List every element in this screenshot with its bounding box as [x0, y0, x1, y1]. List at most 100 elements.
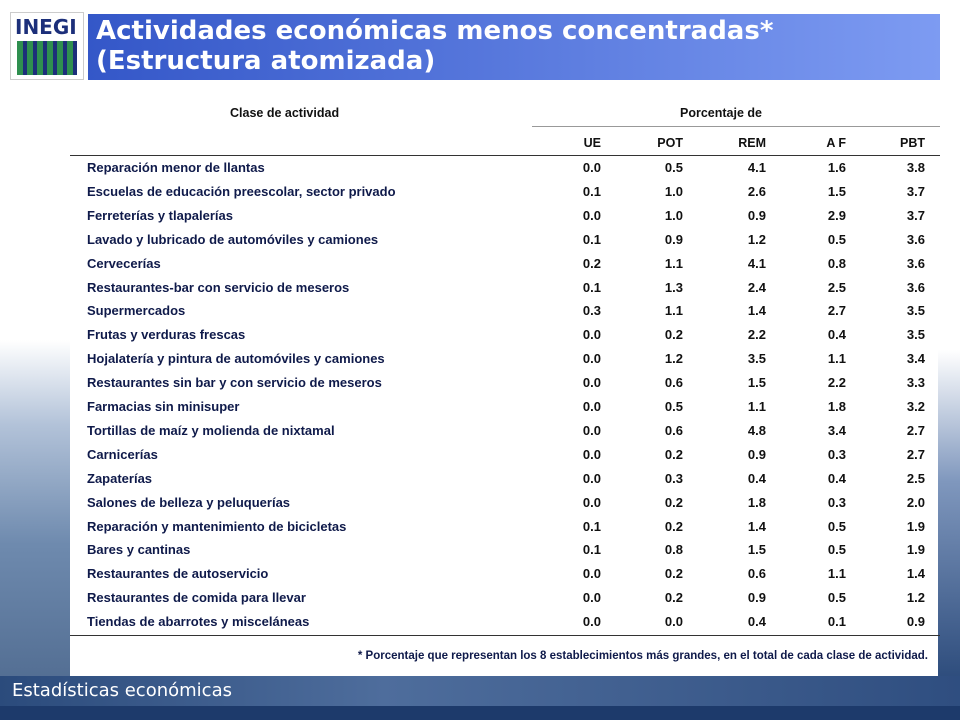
cell-value: 0.0: [582, 207, 601, 223]
cell-value: 0.2: [664, 566, 683, 582]
row-label: Frutas y verduras frescas: [87, 327, 246, 343]
column-header: POT: [657, 136, 683, 150]
cell-value: 3.7: [906, 183, 925, 199]
footer-text: Estadísticas económicas: [12, 680, 232, 701]
cell-value: 1.1: [827, 566, 846, 582]
cell-value: 3.3: [906, 375, 925, 391]
cell-value: 0.1: [582, 231, 601, 247]
cell-value: 2.2: [747, 327, 766, 343]
column-header: REM: [738, 136, 766, 150]
cell-value: 0.0: [582, 614, 601, 630]
cell-value: 0.9: [664, 231, 683, 247]
cell-value: 4.8: [747, 422, 766, 438]
cell-value: 0.1: [582, 518, 601, 534]
cell-value: 1.5: [747, 542, 766, 558]
cell-value: 3.2: [906, 399, 925, 414]
cell-value: 0.0: [582, 590, 601, 606]
cell-value: 1.4: [747, 303, 766, 319]
cell-value: 0.3: [827, 494, 846, 510]
cell-value: 0.0: [664, 614, 683, 630]
cell-value: 0.8: [827, 255, 846, 271]
cell-value: 0.4: [747, 614, 766, 630]
title-bar: [88, 14, 940, 80]
footer-strip: [0, 706, 960, 720]
cell-value: 1.8: [827, 399, 846, 414]
cell-value: 3.7: [906, 207, 925, 223]
logo-box: INEGI: [10, 12, 84, 80]
cell-value: 0.2: [664, 327, 683, 343]
cell-value: 1.8: [747, 494, 766, 510]
cell-value: 1.4: [906, 566, 925, 582]
row-label: Carnicerías: [87, 446, 158, 462]
cell-value: 3.4: [906, 351, 925, 367]
background-map: [0, 340, 70, 680]
cell-value: 0.2: [582, 255, 601, 271]
row-label: Lavado y lubricado de automóviles y cami…: [87, 231, 379, 247]
cell-value: 1.2: [747, 231, 766, 247]
cell-value: 0.5: [664, 160, 683, 175]
cell-value: 1.4: [747, 518, 766, 534]
cell-value: 0.5: [827, 231, 846, 247]
cell-value: 1.3: [664, 279, 683, 295]
cell-value: 1.6: [827, 160, 846, 175]
cell-value: 1.0: [664, 183, 683, 199]
background-map-right: [938, 350, 960, 680]
group-header: Clase de actividad: [230, 106, 340, 120]
cell-value: 2.9: [827, 207, 846, 223]
cell-value: 4.1: [747, 160, 766, 175]
cell-value: 2.4: [747, 279, 766, 295]
cell-value: 2.7: [827, 303, 846, 319]
logo-text: INEGI: [15, 15, 77, 39]
cell-value: 0.6: [747, 566, 766, 582]
column-header: A F: [826, 136, 846, 150]
row-label: Cervecerías: [87, 255, 161, 271]
column-header: UE: [583, 136, 601, 150]
cell-value: 0.6: [664, 375, 683, 391]
cell-value: 0.2: [664, 590, 683, 606]
column-header: PBT: [900, 136, 925, 150]
cell-value: 0.0: [582, 494, 601, 510]
cell-value: 0.6: [664, 422, 683, 438]
cell-value: 0.9: [747, 207, 766, 223]
cell-value: 1.0: [664, 207, 683, 223]
cell-value: 0.0: [582, 422, 601, 438]
title-line: (Estructura atomizada): [96, 46, 436, 76]
cell-value: 2.5: [827, 279, 846, 295]
cell-value: 1.1: [664, 303, 683, 319]
logo-grid: [17, 41, 77, 75]
table-bottom-rule: [70, 635, 940, 636]
cell-value: 3.6: [906, 279, 925, 295]
cell-value: 1.1: [827, 351, 846, 367]
cell-value: 2.7: [906, 446, 925, 462]
cell-value: 1.1: [664, 255, 683, 271]
cell-value: 3.5: [906, 327, 925, 343]
row-label: Tortillas de maíz y molienda de nixtamal: [87, 422, 335, 438]
cell-value: 1.2: [664, 351, 683, 367]
cell-value: 2.6: [747, 183, 766, 199]
title: Actividades económicas menos concentrada…: [96, 16, 773, 76]
row-label: Supermercados: [87, 303, 186, 319]
cell-value: 0.5: [827, 518, 846, 534]
cell-value: 1.5: [827, 183, 846, 199]
cell-value: 0.1: [582, 183, 601, 199]
cell-value: 0.0: [582, 470, 601, 486]
cell-value: 3.4: [827, 422, 846, 438]
row-label: Hojalatería y pintura de automóviles y c…: [87, 351, 385, 367]
row-label: Salones de belleza y peluquerías: [87, 494, 291, 510]
row-label: Bares y cantinas: [87, 542, 191, 558]
cell-value: 0.1: [582, 542, 601, 558]
cell-value: 1.2: [906, 590, 925, 606]
cell-value: 2.0: [906, 494, 925, 510]
cell-value: 0.1: [827, 614, 846, 630]
row-label: Zapaterías: [87, 470, 153, 486]
cell-value: 0.9: [747, 446, 766, 462]
table-rule: [70, 155, 940, 156]
cell-value: 1.5: [747, 375, 766, 391]
cell-value: 0.2: [664, 494, 683, 510]
cell-value: 0.9: [747, 590, 766, 606]
subheader-rule: [532, 126, 940, 127]
cell-value: 0.4: [827, 327, 846, 343]
cell-value: 0.2: [664, 446, 683, 462]
cell-value: 2.7: [906, 422, 925, 438]
